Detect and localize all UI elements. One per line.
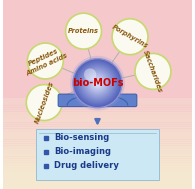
Polygon shape [3, 124, 192, 127]
Circle shape [92, 77, 103, 89]
Polygon shape [3, 121, 192, 123]
Polygon shape [3, 145, 192, 147]
FancyBboxPatch shape [58, 94, 137, 107]
Circle shape [79, 64, 116, 102]
Polygon shape [3, 134, 192, 136]
Circle shape [95, 80, 100, 86]
Polygon shape [3, 158, 192, 161]
Polygon shape [3, 126, 192, 129]
Polygon shape [3, 119, 192, 121]
Circle shape [112, 19, 148, 55]
Polygon shape [3, 136, 192, 138]
Polygon shape [67, 95, 128, 105]
Polygon shape [3, 98, 192, 100]
Polygon shape [3, 151, 192, 153]
Circle shape [85, 70, 110, 96]
Circle shape [89, 74, 106, 92]
Text: Saccharides: Saccharides [142, 49, 163, 94]
Text: Bio-imaging: Bio-imaging [54, 147, 111, 156]
Circle shape [93, 78, 102, 88]
Polygon shape [3, 138, 192, 140]
Circle shape [73, 59, 122, 108]
Circle shape [84, 68, 96, 81]
Polygon shape [3, 143, 192, 146]
Circle shape [74, 60, 121, 107]
Polygon shape [3, 139, 192, 142]
Polygon shape [3, 111, 192, 113]
Text: Bio-sensing: Bio-sensing [54, 133, 109, 143]
Circle shape [76, 62, 119, 105]
Circle shape [94, 79, 101, 87]
Circle shape [70, 56, 125, 111]
Circle shape [27, 43, 63, 79]
Text: Nucleosides: Nucleosides [34, 81, 55, 125]
Circle shape [87, 72, 108, 94]
Circle shape [81, 67, 114, 100]
Polygon shape [3, 113, 192, 115]
Circle shape [135, 53, 171, 89]
Circle shape [26, 85, 62, 121]
Polygon shape [3, 155, 192, 157]
Circle shape [66, 13, 102, 49]
Polygon shape [3, 147, 192, 149]
Polygon shape [3, 122, 192, 125]
Bar [3, 0, 192, 98]
Circle shape [84, 69, 111, 97]
Text: Proteins: Proteins [68, 28, 99, 34]
Polygon shape [3, 100, 192, 102]
Polygon shape [3, 115, 192, 117]
Text: Drug delivery: Drug delivery [54, 161, 119, 170]
Polygon shape [3, 128, 192, 130]
Polygon shape [3, 166, 192, 168]
Circle shape [75, 60, 120, 106]
Circle shape [90, 75, 105, 91]
Circle shape [77, 63, 118, 104]
Circle shape [91, 76, 104, 90]
Polygon shape [3, 130, 192, 132]
Circle shape [86, 71, 109, 95]
Circle shape [78, 64, 117, 103]
Text: Porphyrins: Porphyrins [111, 24, 149, 50]
Polygon shape [3, 141, 192, 144]
Polygon shape [3, 156, 192, 159]
Polygon shape [3, 160, 192, 163]
Polygon shape [3, 149, 192, 151]
Polygon shape [3, 96, 192, 98]
Polygon shape [3, 132, 192, 134]
FancyBboxPatch shape [36, 129, 159, 180]
Text: Peptides
Amino acids: Peptides Amino acids [22, 46, 68, 77]
Polygon shape [3, 153, 192, 155]
Circle shape [96, 81, 99, 85]
Circle shape [88, 73, 107, 93]
Circle shape [80, 65, 115, 101]
Text: bio-MOFs: bio-MOFs [72, 78, 123, 88]
Circle shape [83, 68, 112, 98]
Polygon shape [3, 162, 192, 164]
Polygon shape [3, 102, 192, 104]
Polygon shape [3, 164, 192, 166]
Polygon shape [3, 117, 192, 119]
Polygon shape [3, 104, 192, 106]
Circle shape [82, 67, 113, 99]
Polygon shape [3, 105, 192, 108]
Polygon shape [3, 109, 192, 112]
Polygon shape [3, 107, 192, 110]
Circle shape [97, 82, 98, 84]
